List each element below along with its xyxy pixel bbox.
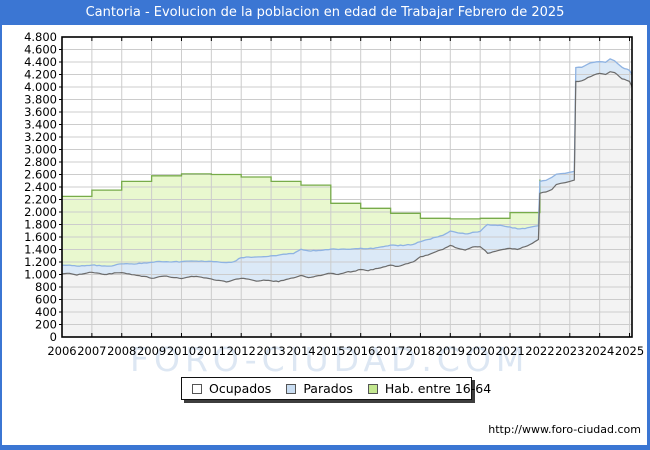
title-bar: Cantoria - Evolucion de la poblacion en …: [0, 0, 650, 25]
y-axis-label: 1.000: [24, 268, 57, 282]
y-axis-label: 4.000: [24, 80, 57, 94]
y-axis-label: 4.600: [24, 43, 57, 57]
x-axis-label: 2011: [197, 344, 226, 358]
x-axis-label: 2019: [436, 344, 465, 358]
legend-label: Parados: [303, 381, 353, 396]
x-axis-label: 2021: [495, 344, 524, 358]
y-axis-label: 2.400: [24, 180, 57, 194]
x-axis-label: 2018: [406, 344, 435, 358]
parados-line: [61, 58, 633, 267]
ocupados-line: [61, 71, 633, 283]
y-axis-label: 0: [50, 330, 57, 344]
x-axis-label: 2016: [346, 344, 375, 358]
legend-label: Ocupados: [209, 381, 272, 396]
x-axis-label: 2013: [256, 344, 285, 358]
y-axis-label: 3.400: [24, 118, 57, 132]
x-axis-label: 2020: [466, 344, 495, 358]
x-axis-label: 2006: [47, 344, 76, 358]
y-axis-label: 2.000: [24, 205, 57, 219]
y-axis-label: 3.800: [24, 93, 57, 107]
legend-swatch: [192, 383, 202, 394]
legend-label: Hab. entre 16-64: [384, 381, 492, 396]
y-axis-label: 800: [35, 280, 57, 294]
y-axis-label: 4.400: [24, 55, 57, 69]
y-axis-label: 4.800: [24, 30, 57, 44]
x-axis-label: 2007: [77, 344, 106, 358]
footer-url: http://www.foro-ciudad.com: [488, 423, 641, 436]
x-axis-label: 2008: [107, 344, 136, 358]
x-axis-label: 2014: [286, 344, 315, 358]
x-axis-label: 2025: [615, 344, 644, 358]
hab-line: [62, 173, 541, 220]
x-axis-label: 2012: [227, 344, 256, 358]
y-axis-label: 1.600: [24, 230, 57, 244]
y-axis-label: 1.800: [24, 218, 57, 232]
x-axis-label: 2024: [585, 344, 614, 358]
y-axis-label: 3.000: [24, 143, 57, 157]
legend: Ocupados Parados Hab. entre 16-64: [181, 377, 491, 400]
y-axis-label: 3.600: [24, 105, 57, 119]
y-axis-label: 2.200: [24, 193, 57, 207]
x-axis-label: 2015: [316, 344, 345, 358]
x-axis-label: 2022: [525, 344, 554, 358]
x-axis-label: 2009: [137, 344, 166, 358]
y-axis-label: 4.200: [24, 68, 57, 82]
legend-item: Ocupados: [192, 381, 271, 396]
legend-item: Parados: [286, 381, 353, 396]
y-axis-label: 3.200: [24, 130, 57, 144]
y-axis-label: 1.200: [24, 255, 57, 269]
chart-title: Cantoria - Evolucion de la poblacion en …: [85, 5, 565, 20]
x-axis-label: 2017: [376, 344, 405, 358]
y-axis-label: 2.600: [24, 168, 57, 182]
y-axis-label: 600: [35, 293, 57, 307]
ocupados-area: [62, 71, 632, 337]
y-axis-label: 200: [35, 318, 57, 332]
y-axis-label: 1.400: [24, 243, 57, 257]
legend-swatch: [367, 383, 378, 394]
legend-swatch: [286, 383, 297, 394]
legend-item: Hab. entre 16-64: [367, 381, 492, 396]
watermark-text: FORO-CIUDAD.COM: [130, 340, 529, 379]
x-axis-label: 2023: [555, 344, 584, 358]
y-axis-label: 2.800: [24, 155, 57, 169]
y-axis-label: 400: [35, 305, 57, 319]
x-axis-label: 2010: [167, 344, 196, 358]
